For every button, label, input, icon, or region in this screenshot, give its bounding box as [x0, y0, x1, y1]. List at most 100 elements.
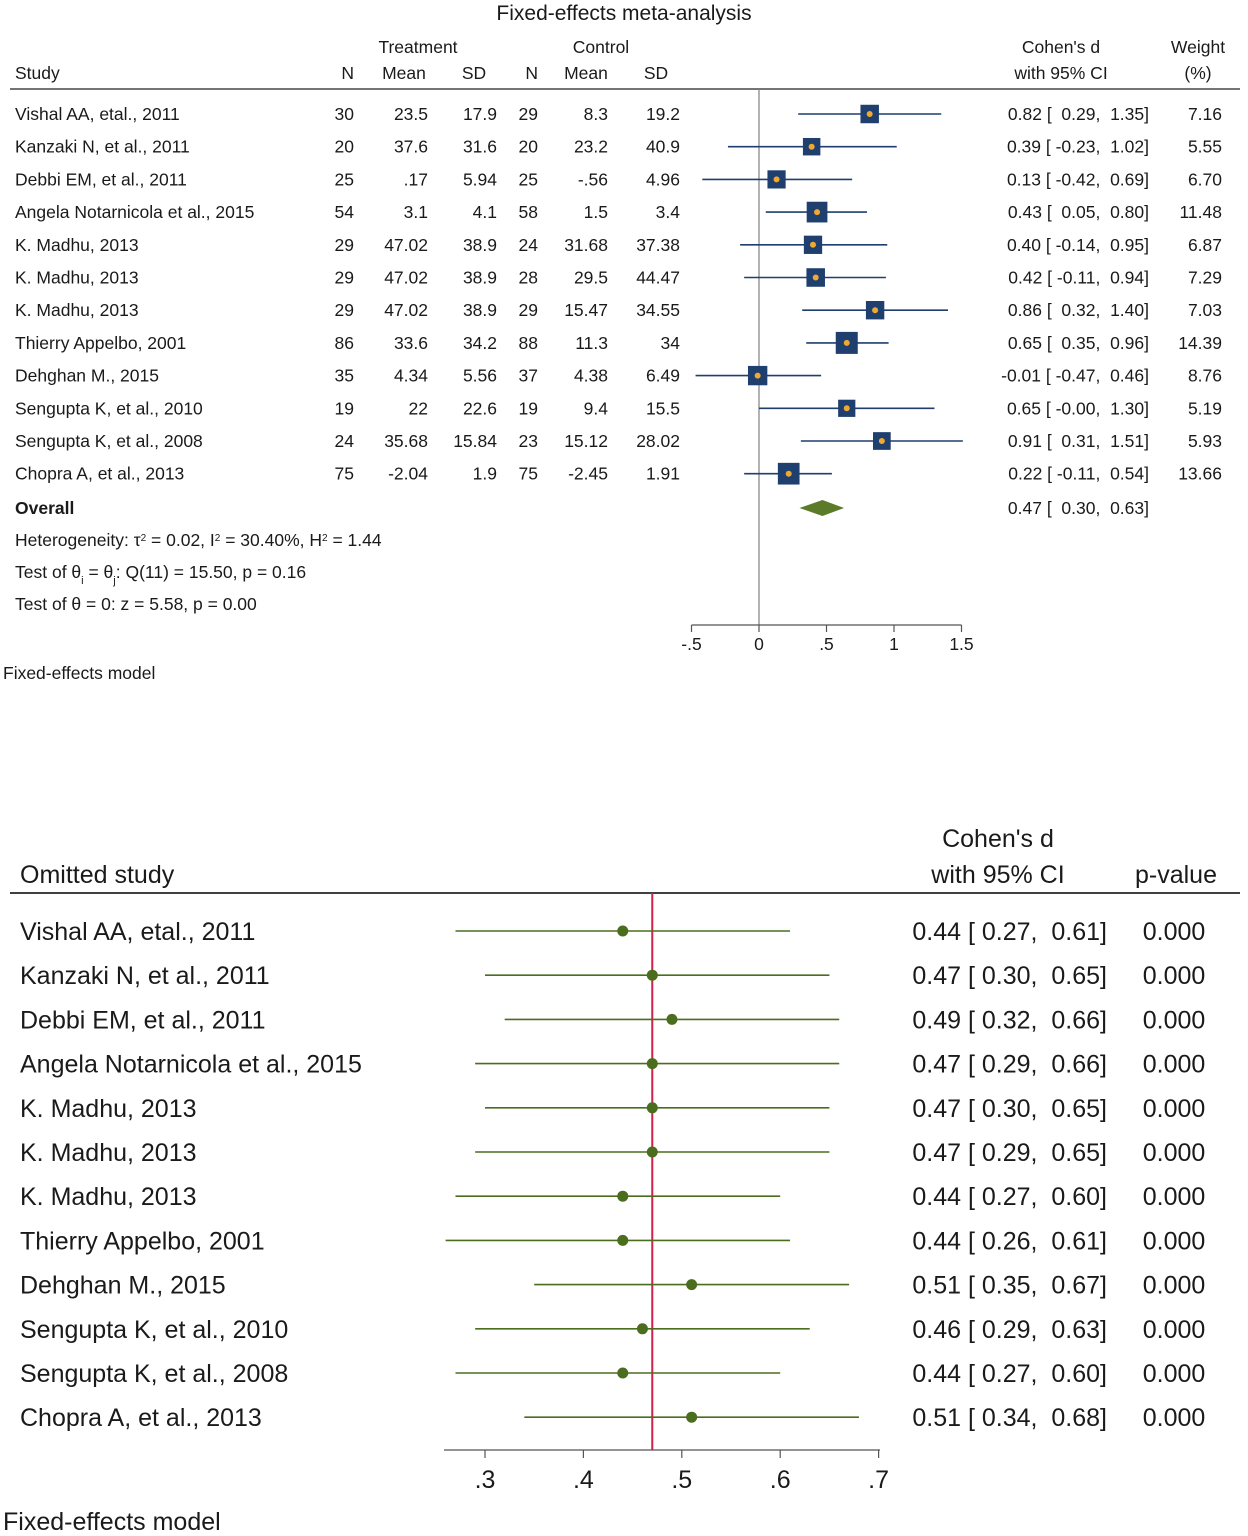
treatment-mean-value: -2.04	[388, 464, 428, 484]
loo-study-label: Sengupta K, et al., 2008	[20, 1360, 288, 1388]
loo-point-estimate	[617, 1190, 629, 1202]
loo-effect-ci-text: 0.47 [ 0.29, 0.66]	[912, 1051, 1107, 1079]
homogeneity-test: Test of θi = θj: Q(11) = 15.50, p = 0.16	[15, 562, 306, 587]
loo-effect-header-ci: with 95% CI	[930, 861, 1064, 889]
loo-study-label: Angela Notarnicola et al., 2015	[20, 1051, 362, 1079]
effect-ci-text: -0.01 [ -0.47, 0.46]	[1001, 366, 1149, 386]
control-n-value: 24	[519, 235, 539, 255]
loo-effect-header: Cohen's d	[942, 825, 1054, 853]
loo-point-estimate	[646, 1058, 658, 1070]
treatment-sd-value: 34.2	[463, 333, 497, 353]
study-point-estimate	[878, 438, 885, 444]
weight-value: 5.55	[1188, 137, 1222, 157]
treatment-sd-value: 31.6	[463, 137, 497, 157]
loo-pvalue: 0.000	[1143, 1139, 1206, 1167]
control-n-value: 25	[519, 169, 538, 189]
study-label: Angela Notarnicola et al., 2015	[15, 202, 254, 222]
weight-value: 7.03	[1188, 300, 1222, 320]
treatment-sd-value: 1.9	[473, 464, 497, 484]
control-n-value: 29	[519, 300, 538, 320]
control-sd-value: 15.5	[646, 398, 680, 418]
loo-effect-ci-text: 0.47 [ 0.30, 0.65]	[912, 962, 1107, 990]
treatment-mean-value: 23.5	[394, 104, 428, 124]
loo-point-estimate	[617, 1367, 629, 1379]
treatment-group-header: Treatment	[378, 37, 457, 57]
effect-ci-text: 0.22 [ -0.11, 0.54]	[1008, 464, 1149, 484]
effect-ci-text: 0.42 [ -0.11, 0.94]	[1008, 268, 1149, 288]
loo-study-label: Dehghan M., 2015	[20, 1272, 226, 1300]
study-point-estimate	[810, 241, 816, 248]
study-label: Sengupta K, et al., 2008	[15, 431, 203, 451]
heterogeneity-part: Heterogeneity:	[15, 530, 134, 550]
loo-pvalue: 0.000	[1143, 1006, 1206, 1034]
loo-pvalue: 0.000	[1143, 918, 1206, 946]
weight-value: 11.48	[1180, 202, 1223, 222]
control-n-value: 29	[519, 104, 538, 124]
heterogeneity-part: = 1.44	[328, 530, 382, 550]
treatment-sd-value: 38.9	[463, 300, 497, 320]
effect-ci-text: 0.65 [ 0.35, 0.96]	[1008, 333, 1149, 353]
control-mean-value: 8.3	[584, 104, 608, 124]
homogeneity-part: Test of θ	[15, 562, 81, 582]
chart-title: Fixed-effects meta-analysis	[496, 2, 751, 25]
weight-value: 6.87	[1188, 235, 1222, 255]
control-sd-value: 4.96	[646, 169, 680, 189]
loo-effect-ci-text: 0.51 [ 0.35, 0.67]	[912, 1272, 1107, 1300]
loo-point-estimate	[617, 1234, 629, 1246]
loo-point-estimate	[617, 925, 629, 937]
control-mean-value: 11.3	[575, 333, 608, 353]
loo-effect-ci-text: 0.47 [ 0.29, 0.65]	[912, 1139, 1107, 1167]
study-label: K. Madhu, 2013	[15, 268, 139, 288]
loo-point-estimate	[636, 1323, 648, 1335]
effect-ci-text: 0.91 [ 0.31, 1.51]	[1008, 431, 1149, 451]
control-n-value: 19	[519, 398, 538, 418]
heterogeneity-part: = 0.02,	[146, 530, 210, 550]
control-sd-value: 40.9	[646, 137, 680, 157]
weight-value: 13.66	[1178, 464, 1222, 484]
heterogeneity-stats: Heterogeneity: τ2 = 0.02, I2 = 30.40%, H…	[15, 530, 382, 550]
control-sd-value: 1.91	[646, 464, 680, 484]
loo-study-label: K. Madhu, 2013	[20, 1183, 197, 1211]
loo-study-label: Kanzaki N, et al., 2011	[20, 962, 270, 990]
treatment-n-value: 30	[335, 104, 355, 124]
loo-x-tick-label: .4	[573, 1466, 594, 1494]
weight-value: 8.76	[1188, 366, 1222, 386]
loo-study-label: Debbi EM, et al., 2011	[20, 1006, 266, 1034]
control-n-value: 75	[519, 464, 538, 484]
treatment-sd-value: 38.9	[463, 268, 497, 288]
loo-point-estimate	[686, 1411, 698, 1423]
treatment-sd-value: 4.1	[473, 202, 497, 222]
loo-pvalue: 0.000	[1143, 1316, 1206, 1344]
loo-pvalue: 0.000	[1143, 1051, 1206, 1079]
treatment-n-header: N	[341, 63, 354, 83]
weight-value: 6.70	[1188, 169, 1222, 189]
x-tick-label: 1.5	[949, 634, 973, 654]
treatment-sd-value: 17.9	[463, 104, 497, 124]
control-sd-value: 28.02	[636, 431, 680, 451]
loo-point-estimate	[646, 1146, 658, 1158]
treatment-mean-header: Mean	[382, 63, 426, 83]
loo-effect-ci-text: 0.44 [ 0.27, 0.61]	[912, 918, 1107, 946]
loo-pvalue: 0.000	[1143, 1404, 1206, 1432]
overall-ci-text: 0.47 [ 0.30, 0.63]	[1008, 498, 1149, 518]
study-point-estimate	[872, 307, 879, 314]
effect-ci-text: 0.86 [ 0.32, 1.40]	[1008, 300, 1149, 320]
control-mean-value: 15.47	[564, 300, 608, 320]
subscript: i	[81, 575, 83, 587]
control-mean-value: 23.2	[574, 137, 608, 157]
loo-point-estimate	[646, 1102, 658, 1114]
homogeneity-part: = θ	[84, 562, 114, 582]
loo-effect-ci-text: 0.49 [ 0.32, 0.66]	[912, 1006, 1107, 1034]
control-sd-value: 19.2	[646, 104, 680, 124]
treatment-sd-header: SD	[462, 63, 486, 83]
treatment-sd-value: 15.84	[453, 431, 497, 451]
effect-ci-text: 0.39 [ -0.23, 1.02]	[1007, 137, 1149, 157]
loo-effect-ci-text: 0.44 [ 0.27, 0.60]	[912, 1183, 1107, 1211]
treatment-mean-value: .17	[404, 169, 428, 189]
treatment-sd-value: 5.94	[463, 169, 497, 189]
treatment-n-value: 29	[335, 300, 354, 320]
superscript-2: 2	[141, 533, 147, 544]
treatment-mean-value: 47.02	[384, 268, 428, 288]
study-label: Debbi EM, et al., 2011	[15, 169, 187, 189]
treatment-n-value: 35	[335, 366, 354, 386]
